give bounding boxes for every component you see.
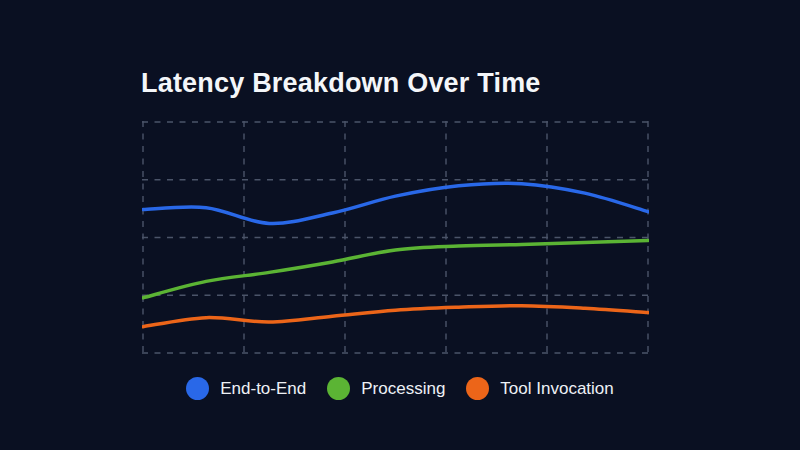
legend-label: Tool Invocation xyxy=(500,379,613,399)
chart-title: Latency Breakdown Over Time xyxy=(141,68,541,99)
legend-item-tool-invocation: Tool Invocation xyxy=(466,377,613,400)
end-to-end-dot-icon xyxy=(186,377,209,400)
processing-dot-icon xyxy=(327,377,350,400)
tool-invocation-dot-icon xyxy=(466,377,489,400)
series-line-end-to-end xyxy=(143,183,648,223)
legend-label: End-to-End xyxy=(220,379,306,399)
legend-label: Processing xyxy=(361,379,445,399)
legend-item-processing: Processing xyxy=(327,377,445,400)
series-line-processing xyxy=(143,241,648,298)
series-line-tool-invocation xyxy=(143,306,648,327)
legend-item-end-to-end: End-to-End xyxy=(186,377,306,400)
slide-canvas: Latency Breakdown Over Time End-to-End P… xyxy=(0,0,800,450)
chart-legend: End-to-End Processing Tool Invocation xyxy=(0,377,800,400)
latency-chart xyxy=(142,121,649,354)
